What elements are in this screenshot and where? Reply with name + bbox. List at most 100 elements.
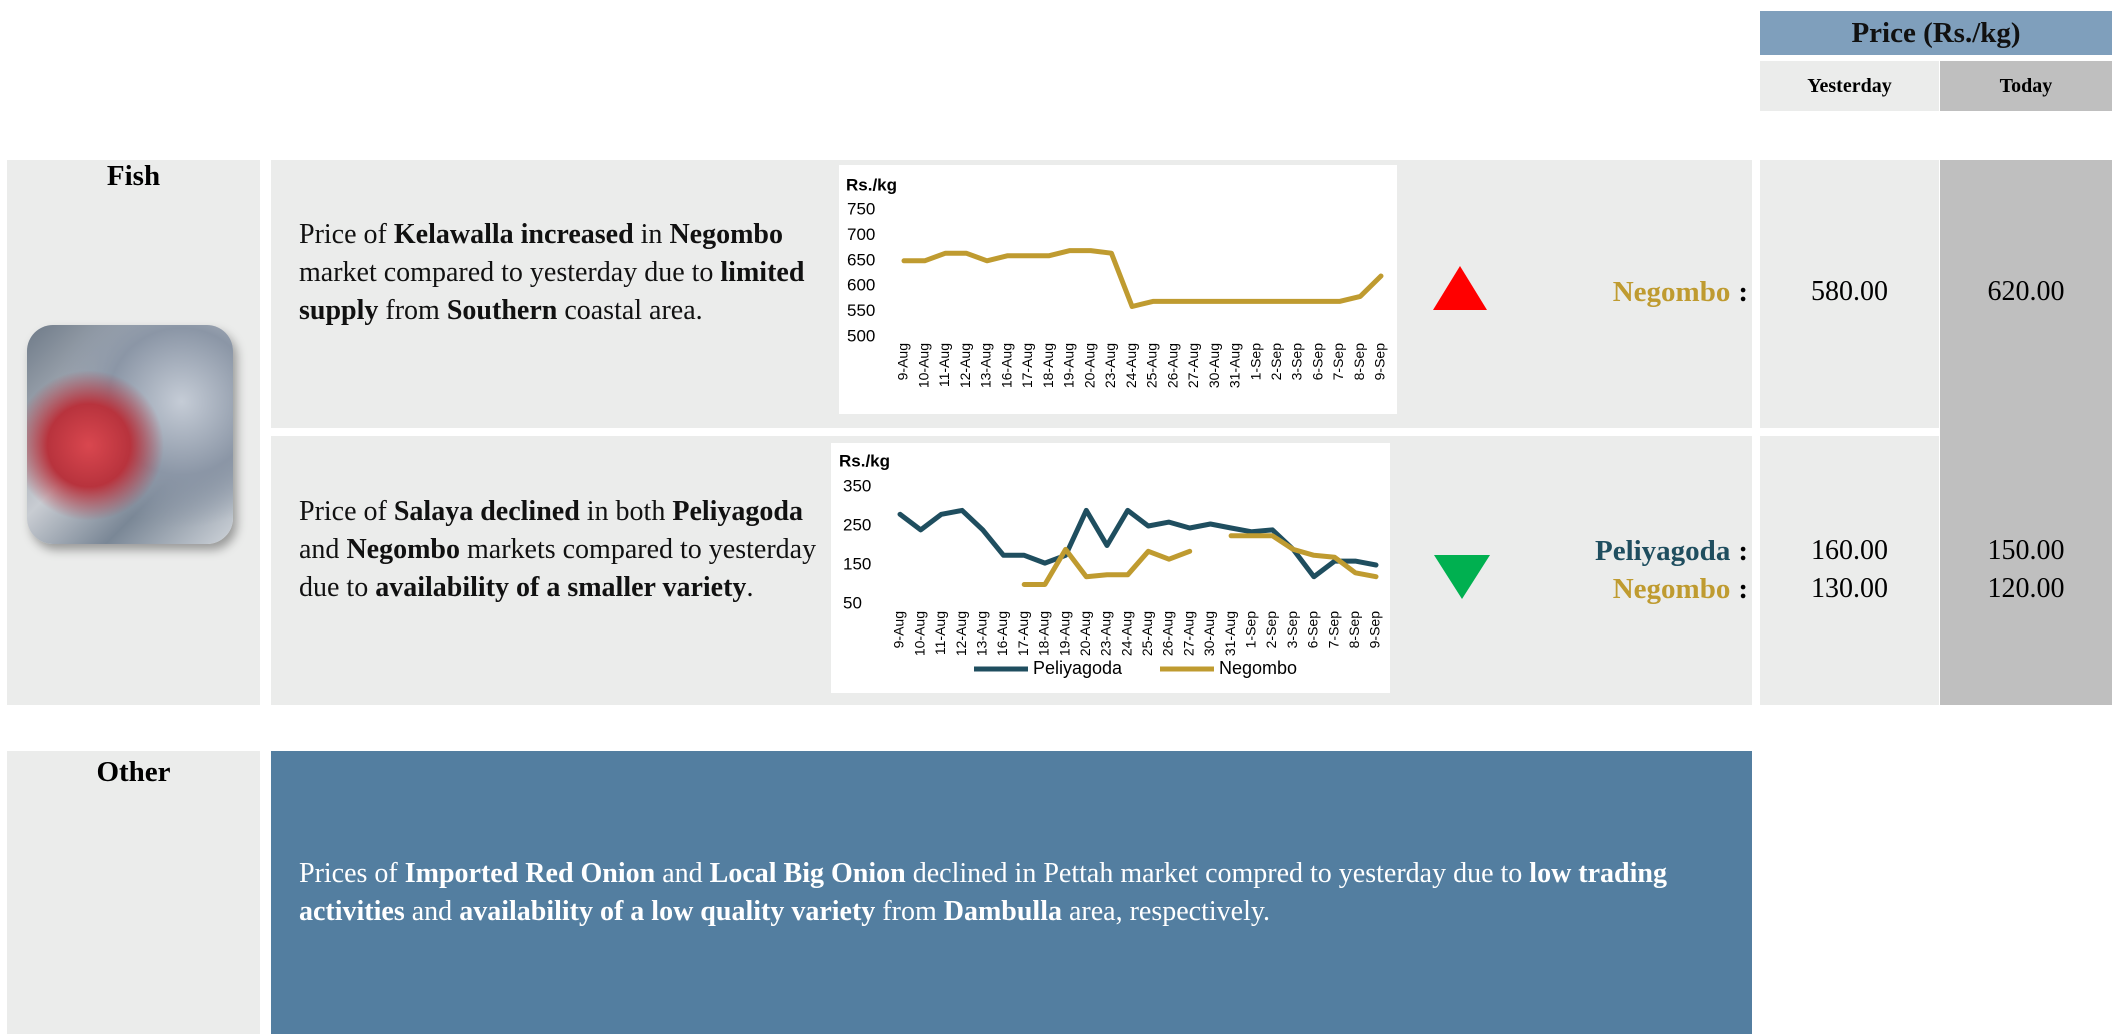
x-tick-label: 18-Aug xyxy=(1040,343,1056,388)
y-tick-label: 750 xyxy=(847,199,875,218)
y-tick-label: 700 xyxy=(847,225,875,244)
text-run: availability of a smaller variety xyxy=(375,572,746,603)
y-tick-label: 650 xyxy=(847,250,875,269)
market-name: Negombo xyxy=(1613,276,1731,308)
x-tick-label: 23-Aug xyxy=(1098,611,1114,656)
trend-down-arrow xyxy=(1434,555,1490,599)
y-tick-label: 550 xyxy=(847,301,875,320)
y-tick-label: 500 xyxy=(847,326,875,345)
market-name: Negombo xyxy=(1613,573,1731,605)
x-tick-label: 24-Aug xyxy=(1123,343,1139,388)
price: 130.00 xyxy=(1760,573,1939,605)
description: Price of Salaya declined in both Peliyag… xyxy=(299,493,819,607)
price: 620.00 xyxy=(1940,276,2112,308)
x-tick-label: 2-Sep xyxy=(1263,611,1279,649)
x-tick-label: 10-Aug xyxy=(915,343,931,388)
text-run: in xyxy=(634,219,670,250)
text-run: from xyxy=(875,896,943,927)
separator: : xyxy=(1738,276,1748,308)
category-cell: Other xyxy=(7,751,260,1034)
text-run: coastal area. xyxy=(557,295,702,326)
text-run: in both xyxy=(580,496,673,527)
x-tick-label: 26-Aug xyxy=(1160,611,1176,656)
x-tick-label: 19-Aug xyxy=(1061,343,1077,388)
text-run: Negombo xyxy=(346,534,460,565)
x-tick-label: 2-Sep xyxy=(1268,343,1284,381)
y-tick-label: 50 xyxy=(843,593,862,612)
x-tick-label: 20-Aug xyxy=(1077,611,1093,656)
x-tick-label: 9-Aug xyxy=(895,343,911,380)
x-tick-label: 12-Aug xyxy=(953,611,969,656)
category-label: Fish xyxy=(107,160,160,192)
text-run: Dambulla xyxy=(944,896,1062,927)
market-label: Negombo: xyxy=(1500,573,1748,606)
description: Prices of Imported Red Onion and Local B… xyxy=(299,855,1739,931)
price-header: Price (Rs./kg) xyxy=(1760,11,2112,55)
x-tick-label: 26-Aug xyxy=(1164,343,1180,388)
text-run: availability of a low quality variety xyxy=(459,896,875,927)
x-tick-label: 25-Aug xyxy=(1139,611,1155,656)
text-run: Kelawalla increased xyxy=(394,219,634,250)
x-tick-label: 27-Aug xyxy=(1185,343,1201,388)
text-run: and xyxy=(299,534,346,565)
series-line xyxy=(904,251,1381,307)
text-run: from xyxy=(378,295,446,326)
x-tick-label: 10-Aug xyxy=(911,611,927,656)
price: 150.00 xyxy=(1940,535,2112,567)
today-header: Today xyxy=(1940,61,2112,111)
y-tick-label: 600 xyxy=(847,276,875,295)
x-tick-label: 3-Sep xyxy=(1289,343,1305,381)
text-run: area, respectively. xyxy=(1062,896,1270,927)
x-tick-label: 9-Sep xyxy=(1372,343,1388,381)
y-axis-label: Rs./kg xyxy=(846,175,897,194)
x-tick-label: 9-Sep xyxy=(1367,611,1383,649)
x-tick-label: 18-Aug xyxy=(1036,611,1052,656)
x-tick-label: 8-Sep xyxy=(1351,343,1367,381)
x-tick-label: 8-Sep xyxy=(1346,611,1362,649)
x-tick-label: 3-Sep xyxy=(1284,611,1300,649)
today-column xyxy=(1940,160,2112,705)
x-tick-label: 1-Sep xyxy=(1247,343,1263,381)
page: Price (Rs./kg) Yesterday Today Fish Pric… xyxy=(0,0,2123,1034)
text-run: Price of xyxy=(299,496,394,527)
y-tick-label: 250 xyxy=(843,515,871,534)
text-run: Imported Red Onion xyxy=(405,858,655,889)
trend-up-arrow xyxy=(1433,266,1487,310)
x-tick-label: 13-Aug xyxy=(973,611,989,656)
legend-label: Peliyagoda xyxy=(1033,658,1123,678)
x-tick-label: 12-Aug xyxy=(957,343,973,388)
text-run: and xyxy=(655,858,709,889)
y-axis-label: Rs./kg xyxy=(839,451,890,470)
x-tick-label: 31-Aug xyxy=(1227,343,1243,388)
price: 580.00 xyxy=(1760,276,1939,308)
price: 120.00 xyxy=(1940,573,2112,605)
text-run: Southern xyxy=(447,295,557,326)
text-run: declined in Pettah market compred to yes… xyxy=(906,858,1530,889)
market-label: Peliyagoda: xyxy=(1500,535,1748,568)
x-tick-label: 9-Aug xyxy=(891,611,907,648)
x-tick-label: 11-Aug xyxy=(932,611,948,655)
text-run: Local Big Onion xyxy=(710,858,906,889)
text-run: Negombo xyxy=(669,219,783,250)
separator: : xyxy=(1738,573,1748,605)
x-tick-label: 1-Sep xyxy=(1243,611,1259,649)
text-run: . xyxy=(746,572,753,603)
x-tick-label: 17-Aug xyxy=(1019,343,1035,388)
x-tick-label: 16-Aug xyxy=(998,343,1014,388)
fish-image xyxy=(27,325,233,544)
text-run: and xyxy=(405,896,459,927)
market-label: Negombo: xyxy=(1500,276,1748,309)
text-run: Price of xyxy=(299,219,394,250)
x-tick-label: 24-Aug xyxy=(1118,611,1134,656)
x-tick-label: 16-Aug xyxy=(994,611,1010,656)
y-tick-label: 150 xyxy=(843,554,871,573)
description: Price of Kelawalla increased in Negombo … xyxy=(299,216,824,330)
x-tick-label: 30-Aug xyxy=(1201,611,1217,656)
series-line xyxy=(1024,536,1376,585)
separator: : xyxy=(1738,535,1748,567)
y-tick-label: 350 xyxy=(843,476,871,495)
text-run: Peliyagoda xyxy=(672,496,803,527)
x-tick-label: 7-Sep xyxy=(1330,343,1346,381)
